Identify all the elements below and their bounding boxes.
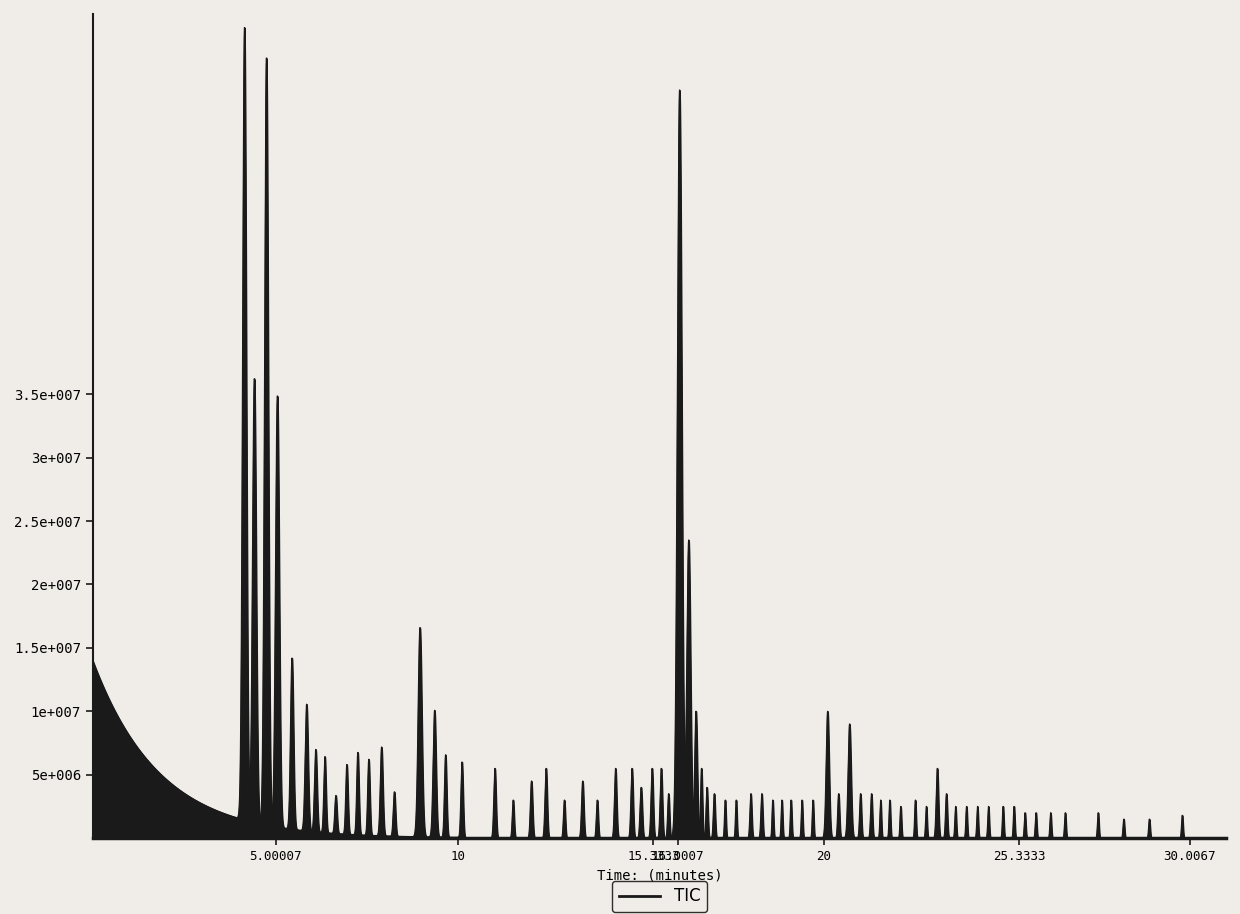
X-axis label: Time: (minutes): Time: (minutes) bbox=[596, 868, 722, 882]
Legend: TIC: TIC bbox=[611, 881, 707, 912]
